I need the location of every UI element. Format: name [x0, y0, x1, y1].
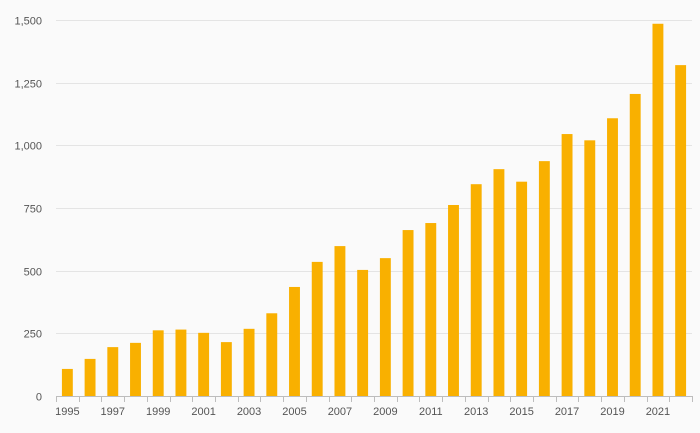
- x-tick-label: 1999: [146, 406, 170, 418]
- bar-2016: [538, 161, 550, 396]
- x-tick-label: 2001: [191, 406, 215, 418]
- x-tick-label: 2007: [328, 406, 352, 418]
- bar-1999: [152, 330, 164, 396]
- bars: [61, 23, 687, 397]
- bar-2003: [243, 328, 255, 396]
- bar-2006: [311, 261, 323, 396]
- bar-2015: [516, 181, 528, 396]
- y-tick-label: 1,500: [14, 16, 42, 28]
- bar-2004: [266, 313, 278, 396]
- y-tick-label: 1,000: [14, 141, 42, 153]
- bar-2022: [675, 65, 687, 397]
- x-tick-label: 2021: [646, 406, 670, 418]
- bar-2020: [629, 93, 641, 396]
- bar-2011: [425, 223, 437, 396]
- x-tick-label: 2009: [373, 406, 397, 418]
- bar-2001: [198, 332, 210, 396]
- bar-2002: [220, 342, 232, 396]
- bar-2013: [470, 184, 482, 396]
- y-tick-label: 500: [24, 267, 42, 279]
- y-tick-label: 1,250: [14, 79, 42, 91]
- bar-1996: [84, 358, 96, 396]
- y-tick-label: 250: [24, 329, 42, 341]
- bar-2007: [334, 246, 346, 396]
- bar-1995: [61, 368, 73, 396]
- y-tick-label: 0: [36, 392, 42, 404]
- x-tick-label: 1997: [101, 406, 125, 418]
- bar-2010: [402, 230, 414, 396]
- x-tick-label: 2015: [509, 406, 533, 418]
- x-axis: [56, 396, 693, 402]
- bar-2014: [493, 169, 505, 396]
- bar-2005: [289, 286, 300, 396]
- bar-2019: [607, 118, 618, 396]
- x-tick-label: 2013: [464, 406, 488, 418]
- x-tick-label: 2019: [600, 406, 624, 418]
- bar-2018: [584, 140, 596, 396]
- y-axis-tick-labels: 0 250 500 750 1,000 1,250 1,500: [14, 16, 42, 404]
- bar-1998: [130, 342, 141, 396]
- x-tick-label: 2017: [555, 406, 579, 418]
- x-tick-label: 1995: [55, 406, 79, 418]
- x-tick-label: 2011: [419, 406, 443, 418]
- bar-2012: [448, 204, 459, 396]
- x-tick-label: 2003: [237, 406, 261, 418]
- grid-lines: [56, 20, 692, 334]
- bar-2021: [652, 23, 664, 396]
- x-axis-tick-labels: 1995 1997 1999 2001 2003 2005 2007 2009 2011 2013…: [55, 406, 670, 418]
- bar-2009: [379, 258, 391, 396]
- bar-1997: [107, 347, 119, 396]
- bar-2000: [175, 329, 187, 396]
- bar-2008: [357, 269, 369, 396]
- bar-2017: [561, 134, 573, 397]
- y-tick-label: 750: [24, 204, 42, 216]
- x-tick-label: 2005: [282, 406, 306, 418]
